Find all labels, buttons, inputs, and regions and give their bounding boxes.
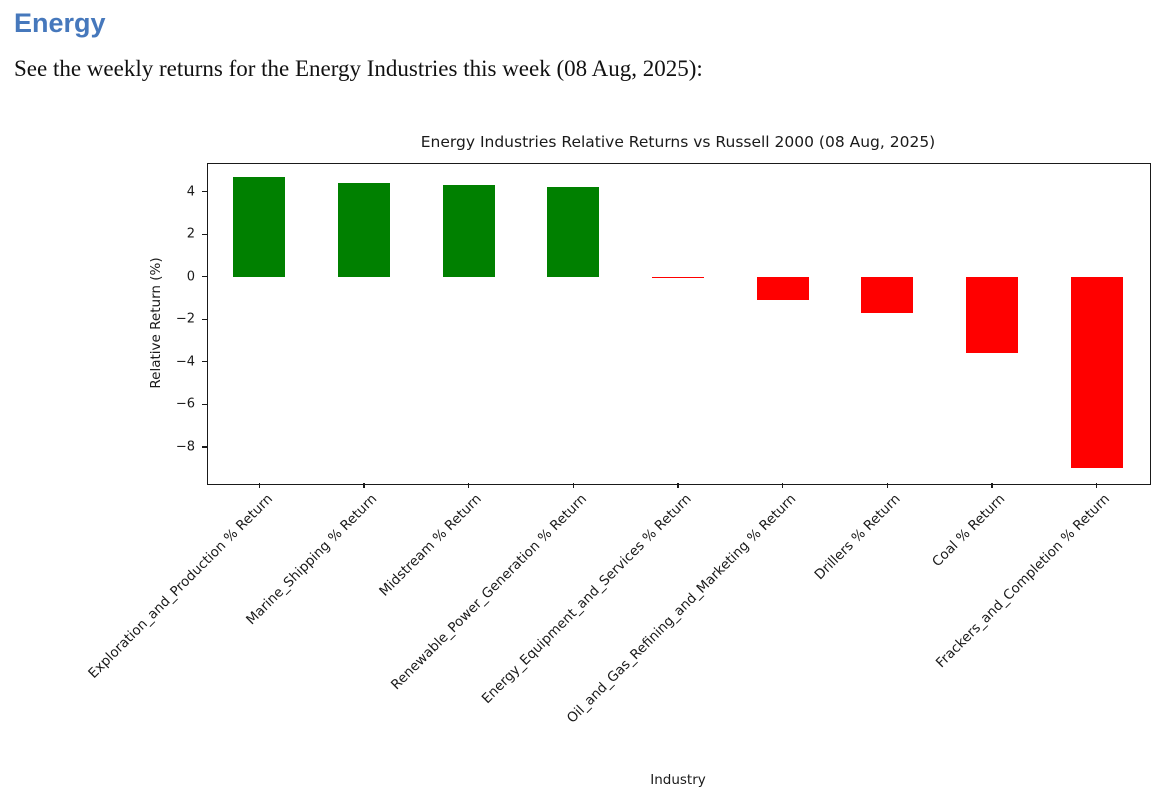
- intro-text: See the weekly returns for the Energy In…: [14, 56, 703, 81]
- x-tick-mark: [467, 483, 470, 488]
- x-category-label: Exploration_and_Production % Return: [84, 491, 276, 682]
- x-tick-mark: [781, 483, 784, 488]
- section-heading: Energy: [14, 8, 106, 38]
- x-category-label: Renewable_Power_Generation % Return: [387, 491, 590, 694]
- y-tick-mark: [202, 446, 207, 448]
- chart-bar: [233, 176, 286, 277]
- x-tick-mark: [677, 483, 679, 488]
- y-tick-mark: [202, 276, 207, 278]
- y-tick-label: 4: [186, 184, 195, 200]
- chart-bar: [965, 276, 1019, 354]
- chart-bar: [442, 185, 495, 277]
- y-tick-label: 2: [186, 226, 195, 242]
- x-tick-mark: [363, 483, 365, 488]
- y-tick-label: −6: [175, 396, 195, 412]
- y-tick-label: −4: [175, 354, 195, 370]
- x-axis-label: Industry: [650, 772, 706, 788]
- chart-bar: [547, 187, 600, 277]
- x-category-label: Oil_and_Gas_Refining_and_Marketing % Ret…: [563, 491, 799, 727]
- y-tick-label: −2: [175, 311, 195, 327]
- chart-bar: [861, 276, 914, 313]
- chart-title: Energy Industries Relative Returns vs Ru…: [420, 133, 936, 151]
- x-category-label: Energy_Equipment_and_Services % Return: [478, 491, 695, 707]
- x-tick-mark: [258, 483, 261, 488]
- x-tick-mark: [991, 483, 993, 488]
- y-tick-mark: [202, 403, 207, 406]
- x-tick-mark: [1095, 483, 1098, 488]
- x-category-label: Drillers % Return: [811, 491, 904, 584]
- chart-bar: [651, 276, 705, 278]
- x-category-label: Coal % Return: [929, 491, 1009, 571]
- chart-bar: [337, 183, 391, 277]
- chart-bar: [1070, 276, 1123, 469]
- y-tick-label: −8: [175, 439, 195, 455]
- x-category-label: Frackers_and_Completion % Return: [932, 491, 1113, 672]
- x-tick-mark: [572, 483, 575, 488]
- x-category-label: Midstream % Return: [376, 491, 485, 600]
- y-tick-mark: [202, 233, 207, 235]
- y-tick-mark: [202, 318, 207, 320]
- y-tick-label: 0: [186, 269, 195, 285]
- y-tick-mark: [202, 361, 207, 363]
- x-tick-mark: [886, 483, 889, 488]
- y-tick-mark: [202, 191, 207, 193]
- chart-bar: [756, 276, 809, 301]
